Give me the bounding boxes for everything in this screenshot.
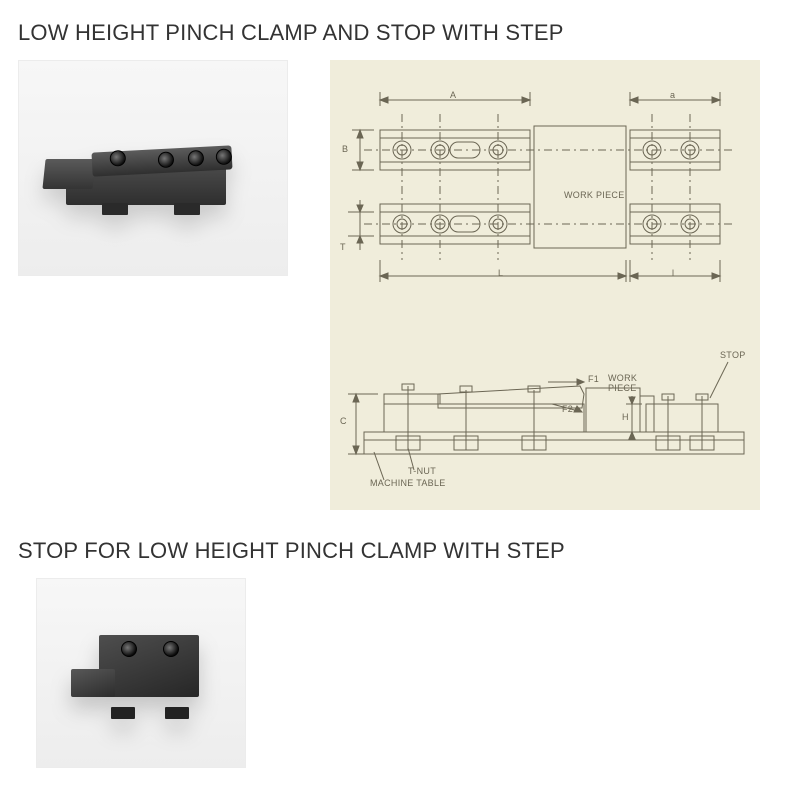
- label-work-piece-top: WORK PIECE: [564, 190, 625, 200]
- dim-label-A: A: [450, 90, 456, 100]
- section-title-clamp: LOW HEIGHT PINCH CLAMP AND STOP WITH STE…: [18, 20, 776, 46]
- dim-label-l: l: [672, 268, 674, 278]
- dim-label-T: T: [340, 242, 346, 252]
- label-F1: F1: [588, 374, 599, 384]
- section-title-stop: STOP FOR LOW HEIGHT PINCH CLAMP WITH STE…: [18, 538, 776, 564]
- stop-illustration: [71, 623, 211, 723]
- label-work-piece-side: WORKPIECE: [608, 374, 637, 394]
- label-machine-table: MACHINE TABLE: [370, 478, 446, 488]
- label-stop: STOP: [720, 350, 746, 360]
- product-photo-clamp: [18, 60, 288, 276]
- section-clamp-and-stop: LOW HEIGHT PINCH CLAMP AND STOP WITH STE…: [18, 20, 776, 510]
- dim-label-a: a: [670, 90, 675, 100]
- label-tnut: T-NUT: [408, 466, 436, 476]
- dim-label-H: H: [622, 412, 629, 422]
- clamp-illustration: [58, 113, 248, 223]
- section1-row: A a B T L l WORK PIECE C H F1 F2 WORKPIE…: [18, 60, 776, 510]
- technical-diagram: A a B T L l WORK PIECE C H F1 F2 WORKPIE…: [330, 60, 760, 510]
- dim-label-C: C: [340, 416, 347, 426]
- section-stop-block: STOP FOR LOW HEIGHT PINCH CLAMP WITH STE…: [18, 538, 776, 768]
- section2-row: [18, 578, 776, 768]
- label-F2: F2: [562, 404, 573, 414]
- dim-label-B: B: [342, 144, 348, 154]
- product-photo-stop: [36, 578, 246, 768]
- dim-label-L: L: [498, 268, 503, 278]
